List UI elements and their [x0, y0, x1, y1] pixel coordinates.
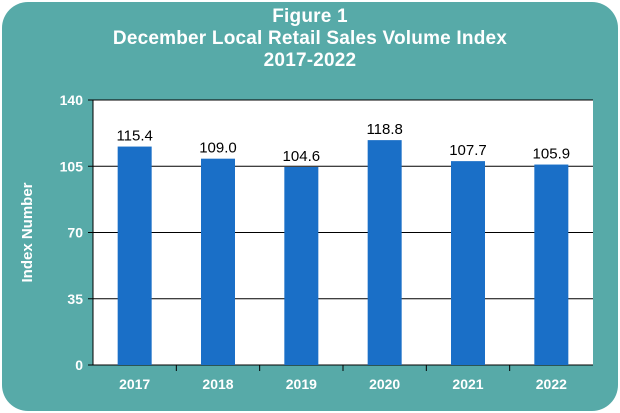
gridlines [88, 99, 593, 371]
data-label-2022: 105.9 [533, 146, 571, 163]
x-tick-label-2022: 2022 [536, 376, 567, 392]
x-tick-label-2019: 2019 [286, 376, 317, 392]
x-tick-label-2018: 2018 [202, 376, 233, 392]
x-tick-label-2021: 2021 [452, 376, 483, 392]
x-tick-label-2017: 2017 [119, 376, 150, 392]
bar-2021 [451, 161, 485, 365]
bar-2018 [201, 158, 235, 365]
chart-title-line-2: December Local Retail Sales Volume Index [112, 28, 508, 49]
bar-2019 [284, 167, 319, 365]
bars [117, 140, 569, 365]
data-label-2021: 107.7 [449, 142, 487, 159]
y-tick-label-3: 105 [60, 158, 84, 174]
bar-2020 [367, 140, 402, 365]
y-axis-label: Index Number [19, 182, 36, 282]
data-label-2017: 115.4 [116, 128, 152, 145]
chart-title-line-3: 2017-2022 [263, 50, 357, 71]
y-tick-label-0: 0 [75, 357, 83, 373]
x-axis-ticks: 2017 2018 2019 2020 2021 2022 [119, 376, 567, 392]
bar-2017 [117, 146, 152, 365]
y-tick-label-1: 35 [67, 291, 83, 307]
x-tick-label-2020: 2020 [369, 376, 400, 392]
y-tick-label-4: 140 [60, 92, 84, 108]
chart-title-line-1: Figure 1 [272, 6, 348, 27]
data-label-2018: 109.0 [199, 140, 237, 157]
data-labels: 115.4 109.0 104.6 118.8 107.7 105.9 [116, 121, 570, 165]
data-label-2020: 118.8 [366, 121, 402, 138]
y-axis-ticks: 0 35 70 105 140 [60, 92, 84, 373]
bar-2022 [534, 164, 569, 365]
data-label-2019: 104.6 [283, 148, 321, 165]
y-tick-label-2: 70 [67, 225, 83, 241]
